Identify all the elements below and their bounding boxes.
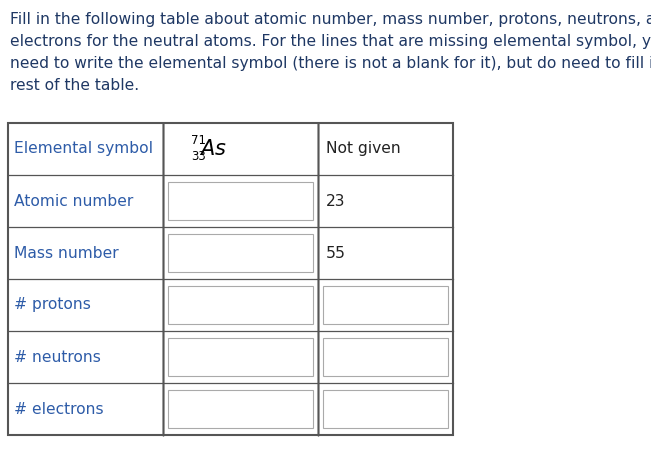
Text: 33: 33 xyxy=(191,150,206,163)
Bar xyxy=(168,182,313,220)
Text: 55: 55 xyxy=(326,246,346,261)
Bar xyxy=(168,234,313,272)
Text: # neutrons: # neutrons xyxy=(14,350,101,365)
Text: rest of the table.: rest of the table. xyxy=(10,78,139,93)
Text: Elemental symbol: Elemental symbol xyxy=(14,141,153,157)
Bar xyxy=(168,390,313,428)
Text: # electrons: # electrons xyxy=(14,401,104,417)
Text: # protons: # protons xyxy=(14,297,91,312)
Text: 23: 23 xyxy=(326,194,346,208)
Text: Not given: Not given xyxy=(326,141,401,157)
Bar xyxy=(323,338,448,376)
Bar xyxy=(323,286,448,324)
Bar xyxy=(168,286,313,324)
Text: electrons for the neutral atoms. For the lines that are missing elemental symbol: electrons for the neutral atoms. For the… xyxy=(10,34,651,49)
Text: 71: 71 xyxy=(191,135,206,148)
Bar xyxy=(168,338,313,376)
Bar xyxy=(323,390,448,428)
Text: Atomic number: Atomic number xyxy=(14,194,133,208)
Bar xyxy=(8,123,453,435)
Text: Mass number: Mass number xyxy=(14,246,118,261)
Text: Fill in the following table about atomic number, mass number, protons, neutrons,: Fill in the following table about atomic… xyxy=(10,12,651,27)
Text: need to write the elemental symbol (there is not a blank for it), but do need to: need to write the elemental symbol (ther… xyxy=(10,56,651,71)
Text: $\mathit{As}$: $\mathit{As}$ xyxy=(199,139,227,159)
